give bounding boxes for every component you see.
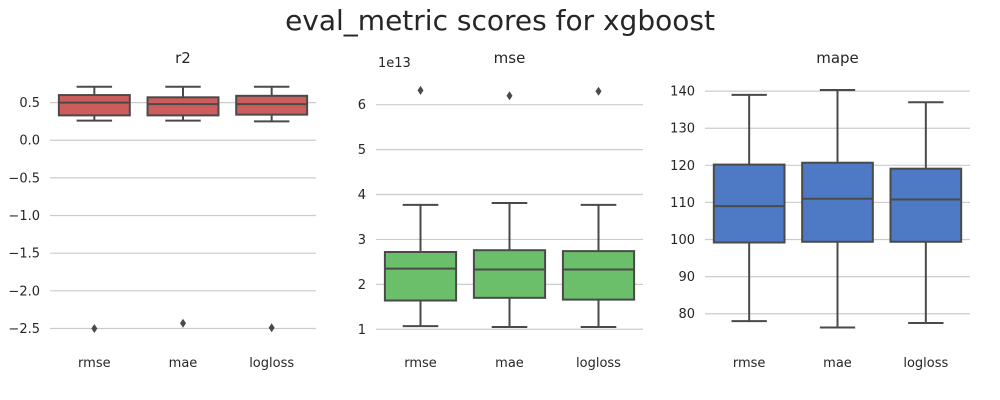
y-tick-label: 1 bbox=[358, 323, 366, 338]
iqr-box bbox=[472, 249, 547, 299]
subplots: r2 −2.5 −2.0 −1.5 −1.0 −0.5 0.0 0.5 rmse mae loglo… bbox=[8, 49, 970, 371]
x-tick-label: logloss bbox=[576, 356, 621, 371]
y-tick-label: 120 bbox=[670, 159, 695, 174]
y-tick-label: −1.0 bbox=[8, 209, 40, 224]
subplot-title: r2 bbox=[175, 49, 191, 67]
x-tick-label: mae bbox=[169, 356, 198, 371]
subplot-title: mape bbox=[816, 49, 859, 67]
iqr-box bbox=[561, 250, 636, 301]
y-tick-label: −2.5 bbox=[8, 322, 40, 337]
y-tick-label: 2 bbox=[358, 278, 366, 293]
iqr-box bbox=[889, 167, 963, 243]
y-tick-label: 0.5 bbox=[19, 96, 40, 111]
iqr-box bbox=[801, 161, 874, 243]
iqr-box bbox=[712, 163, 786, 244]
x-tick-label: rmse bbox=[733, 356, 766, 371]
box-mae bbox=[801, 89, 874, 329]
y-tick-label: −1.5 bbox=[8, 247, 40, 262]
x-tick-label: rmse bbox=[78, 356, 111, 371]
subplot-title: mse bbox=[494, 49, 526, 67]
y-tick-label: 90 bbox=[678, 270, 695, 285]
axis-offset-label: 1e13 bbox=[378, 56, 411, 71]
x-tick-label: logloss bbox=[903, 356, 948, 371]
y-tick-label: 110 bbox=[670, 196, 695, 211]
y-tick-label: 3 bbox=[358, 233, 366, 248]
box-logloss bbox=[561, 86, 636, 329]
y-tick-label: 0.0 bbox=[19, 134, 40, 149]
y-tick-label: 6 bbox=[358, 98, 366, 113]
iqr-box bbox=[383, 251, 458, 302]
y-tick-label: −2.0 bbox=[8, 284, 40, 299]
outlier-point bbox=[180, 318, 186, 328]
y-tick-label: 130 bbox=[670, 122, 695, 137]
y-tick-label: 4 bbox=[358, 188, 366, 203]
subplot-mape: mape 80 90 100 110 120 130 140 rmse mae logloss bbox=[670, 49, 970, 371]
box-mae bbox=[472, 91, 547, 329]
outlier-point bbox=[91, 323, 98, 333]
box-rmse bbox=[712, 93, 786, 323]
y-tick-label: 140 bbox=[670, 85, 695, 100]
iqr-box bbox=[235, 94, 309, 116]
box-logloss bbox=[235, 85, 309, 333]
subplot-mse: mse 1e13 1 2 3 4 5 6 rmse mae logloss bbox=[358, 49, 643, 371]
x-tick-label: mae bbox=[495, 356, 524, 371]
subplot-r2: r2 −2.5 −2.0 −1.5 −1.0 −0.5 0.0 0.5 rmse mae loglo… bbox=[8, 49, 316, 371]
figure-title: eval_metric scores for xgboost bbox=[285, 4, 715, 37]
x-tick-label: mae bbox=[823, 356, 852, 371]
iqr-box bbox=[57, 94, 131, 117]
outlier-point bbox=[268, 323, 275, 333]
y-tick-label: 5 bbox=[358, 143, 366, 158]
box-logloss bbox=[889, 101, 963, 325]
box-mae bbox=[146, 85, 220, 328]
box-rmse bbox=[57, 85, 131, 333]
outlier-point bbox=[417, 85, 424, 95]
y-tick-label: 80 bbox=[678, 307, 695, 322]
y-tick-label: −0.5 bbox=[8, 171, 40, 186]
y-tick-label: 100 bbox=[670, 233, 695, 248]
iqr-box bbox=[146, 96, 220, 117]
outlier-point bbox=[595, 86, 602, 96]
x-tick-label: logloss bbox=[249, 356, 294, 371]
box-rmse bbox=[383, 85, 458, 328]
outlier-point bbox=[506, 91, 513, 101]
x-tick-label: rmse bbox=[404, 356, 437, 371]
